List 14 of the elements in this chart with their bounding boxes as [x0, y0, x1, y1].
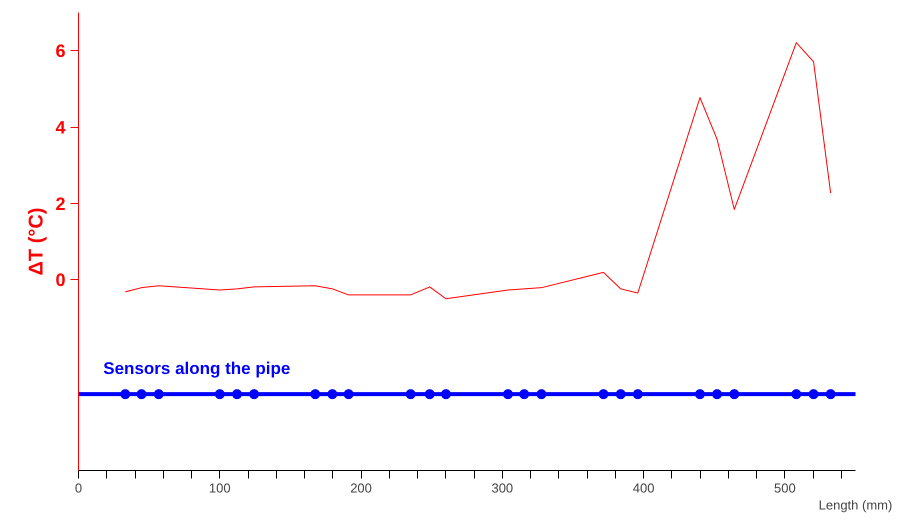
- y-tick-label: 4: [55, 118, 66, 138]
- y-tick-label: 0: [55, 270, 66, 290]
- x-tick-label: 100: [208, 480, 231, 496]
- y-axis-title: ΔT (°C): [25, 208, 48, 276]
- x-tick-label: 400: [632, 480, 654, 496]
- y-tick-label: 6: [55, 41, 66, 62]
- x-axis-title: Length (mm): [818, 498, 892, 512]
- y-tick-label: 2: [55, 194, 66, 214]
- x-tick-label: 0: [74, 480, 82, 496]
- line-series: [124, 42, 832, 300]
- x-tick-label: 500: [774, 480, 796, 496]
- x-tick-label: 300: [491, 480, 514, 496]
- x-tick-label: 200: [350, 480, 372, 496]
- series-label: Sensors along the pipe: [103, 359, 290, 378]
